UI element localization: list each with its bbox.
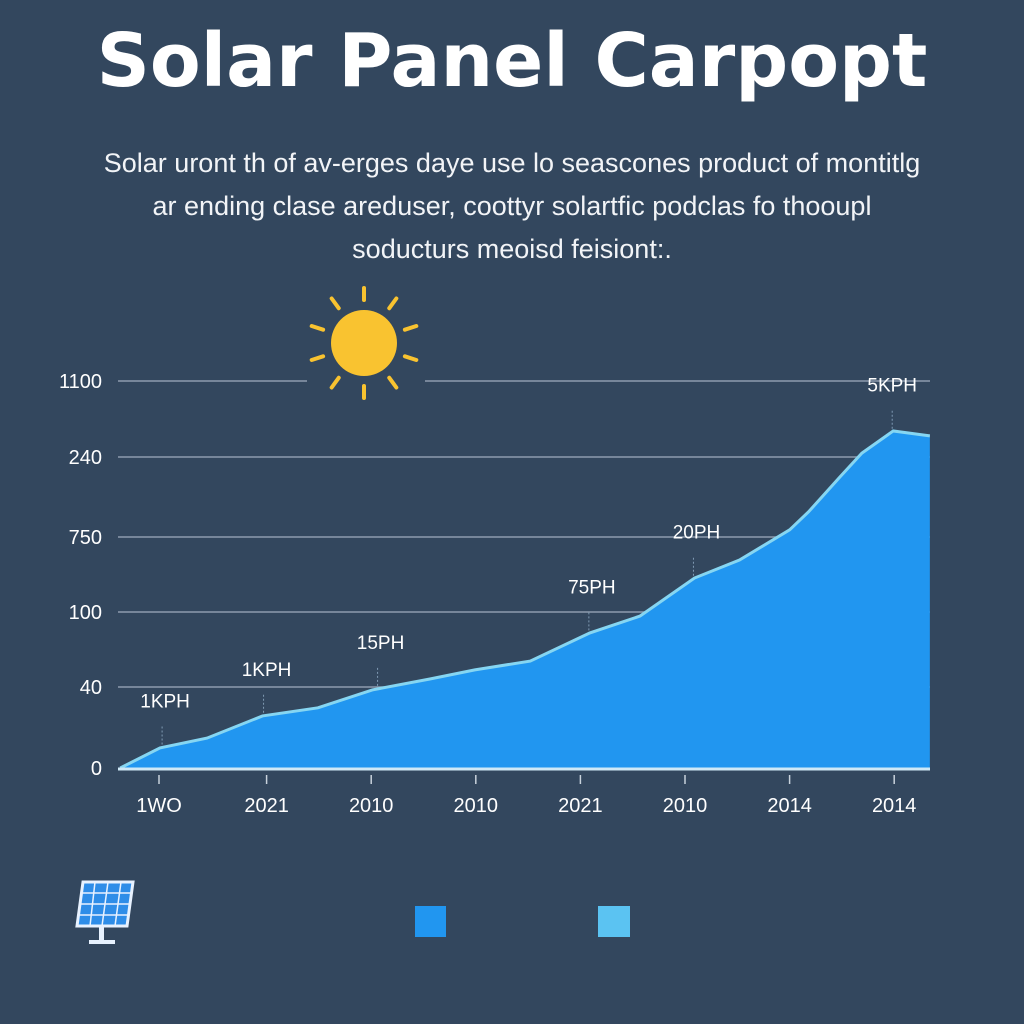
sun-ray [329,375,341,390]
sun-ray [309,324,326,332]
annotation-label: 1KPH [242,660,292,681]
x-tick-label: 2010 [349,795,394,817]
annotation-label: 5KPH [867,376,917,397]
annotation-label: 15PH [357,633,405,654]
sun-ray [329,296,341,311]
y-tick-label: 240 [69,447,102,469]
sun-ray [309,354,326,362]
legend-swatch-2 [598,906,630,937]
y-tick-label: 0 [91,758,102,780]
x-tick-label: 2014 [872,795,917,817]
annotations: 1KPH 1KPH 15PH 75PH 20PH 5KPH [140,376,917,745]
area-series [118,429,931,771]
area-fill [120,430,930,768]
sun-ray [402,324,419,332]
x-tick-label: 2021 [558,795,603,817]
solar-panel-icon [75,880,135,944]
sun-ray [387,375,399,390]
annotation-label: 20PH [673,523,721,544]
x-tick-label: 2010 [663,795,708,817]
x-tick-label: 1WO [136,795,182,817]
subtitle: Solar uront th of av-erges daye use lo s… [103,148,921,264]
annotation-label: 1KPH [140,692,190,713]
sun-icon [309,286,419,400]
sun-disc [331,310,397,376]
x-tick-label: 2014 [767,795,812,817]
x-tick-label: 2021 [244,795,289,817]
sun-ray [402,354,419,362]
y-axis: 0 40 100 750 240 1100 [59,371,102,780]
legend-swatch-1 [415,906,446,937]
x-axis: 1WO 2021 2010 2010 2021 2010 2014 2014 [136,775,916,817]
page-title: Solar Panel Carpopt [96,18,928,104]
y-tick-label: 1100 [59,371,102,393]
y-tick-label: 100 [69,602,102,624]
y-tick-label: 40 [80,677,102,699]
annotation-label: 75PH [568,577,616,598]
x-tick-label: 2010 [454,795,499,817]
sun-ray [387,296,399,311]
y-tick-label: 750 [69,527,102,549]
